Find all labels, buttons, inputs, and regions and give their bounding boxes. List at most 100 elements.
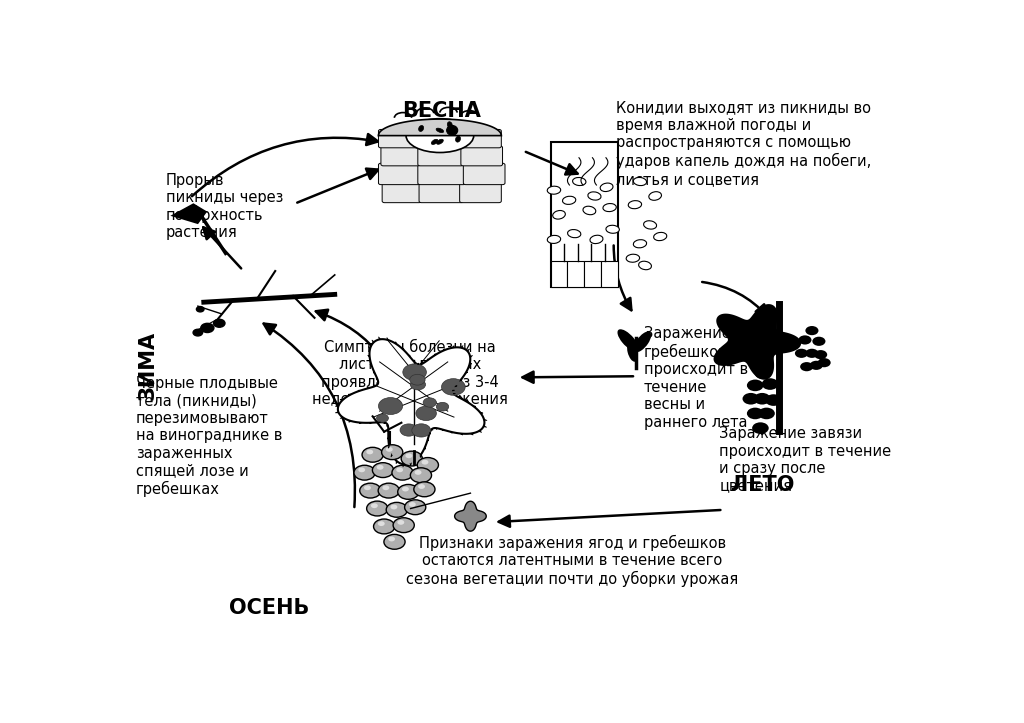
Circle shape xyxy=(382,445,402,460)
Text: Заражение завязи
происходит в течение
и сразу после
цветения: Заражение завязи происходит в течение и … xyxy=(719,427,891,494)
Circle shape xyxy=(378,483,399,498)
Circle shape xyxy=(367,450,373,454)
Polygon shape xyxy=(455,501,486,531)
Circle shape xyxy=(397,484,419,500)
Circle shape xyxy=(752,422,769,434)
Circle shape xyxy=(371,503,378,508)
Circle shape xyxy=(364,485,371,490)
Ellipse shape xyxy=(456,136,461,142)
FancyBboxPatch shape xyxy=(461,129,502,147)
Circle shape xyxy=(810,361,823,370)
Circle shape xyxy=(422,460,428,465)
Circle shape xyxy=(377,465,384,470)
Ellipse shape xyxy=(600,183,613,192)
Text: Черные плодывые
тела (пикниды)
перезимовывают
на винограднике в
зараженных
спяще: Черные плодывые тела (пикниды) перезимов… xyxy=(136,376,283,497)
Circle shape xyxy=(754,393,770,405)
Ellipse shape xyxy=(649,192,662,200)
Circle shape xyxy=(396,468,403,472)
Text: Симптомы болезни на
листьях и побегах
проявляются через 3-4
недели после заражен: Симптомы болезни на листьях и побегах пр… xyxy=(311,340,508,407)
Circle shape xyxy=(393,518,415,533)
Circle shape xyxy=(800,362,813,372)
Ellipse shape xyxy=(447,121,453,128)
FancyBboxPatch shape xyxy=(461,146,503,166)
Ellipse shape xyxy=(603,204,616,212)
Circle shape xyxy=(358,468,366,472)
Ellipse shape xyxy=(583,206,596,215)
Text: Конидии выходят из пикниды во
время влажной погоды и
распространяются с помощью
: Конидии выходят из пикниды во время влаж… xyxy=(616,100,871,187)
Polygon shape xyxy=(170,203,207,224)
Circle shape xyxy=(799,335,811,345)
FancyBboxPatch shape xyxy=(551,142,618,287)
Circle shape xyxy=(384,534,406,549)
Ellipse shape xyxy=(627,342,638,362)
Circle shape xyxy=(373,463,393,477)
Circle shape xyxy=(418,484,425,489)
Ellipse shape xyxy=(407,119,474,153)
Circle shape xyxy=(765,394,781,406)
Circle shape xyxy=(402,364,426,380)
Text: ЗИМА: ЗИМА xyxy=(138,330,158,400)
Ellipse shape xyxy=(590,235,603,244)
Ellipse shape xyxy=(644,221,656,229)
FancyBboxPatch shape xyxy=(585,261,601,287)
Ellipse shape xyxy=(436,140,443,145)
Ellipse shape xyxy=(588,192,601,200)
Ellipse shape xyxy=(547,187,561,194)
Ellipse shape xyxy=(446,126,458,135)
Circle shape xyxy=(423,398,436,407)
Circle shape xyxy=(367,501,388,516)
Circle shape xyxy=(214,320,225,328)
Circle shape xyxy=(378,521,385,526)
Text: ЛЕТО: ЛЕТО xyxy=(731,475,795,495)
Circle shape xyxy=(410,375,425,385)
FancyBboxPatch shape xyxy=(379,128,502,203)
FancyBboxPatch shape xyxy=(419,129,463,147)
FancyBboxPatch shape xyxy=(418,146,463,166)
Circle shape xyxy=(397,520,404,525)
Ellipse shape xyxy=(633,177,646,186)
Circle shape xyxy=(374,519,394,534)
Circle shape xyxy=(379,398,402,414)
Circle shape xyxy=(412,424,431,437)
Ellipse shape xyxy=(567,229,581,238)
Circle shape xyxy=(354,465,375,480)
Polygon shape xyxy=(714,304,801,380)
Circle shape xyxy=(201,323,214,333)
FancyBboxPatch shape xyxy=(382,183,421,202)
Ellipse shape xyxy=(633,240,646,248)
Polygon shape xyxy=(379,119,502,136)
Circle shape xyxy=(414,482,435,497)
Circle shape xyxy=(806,326,818,335)
Circle shape xyxy=(409,502,416,507)
Circle shape xyxy=(404,500,426,515)
FancyBboxPatch shape xyxy=(601,261,618,287)
Circle shape xyxy=(814,350,827,359)
Circle shape xyxy=(377,414,388,422)
Circle shape xyxy=(812,337,825,346)
Circle shape xyxy=(755,367,771,379)
Text: Заражение
гребешков
происходит в
течение
весны и
раннего лета: Заражение гребешков происходит в течение… xyxy=(644,326,748,429)
Ellipse shape xyxy=(653,232,667,241)
Ellipse shape xyxy=(617,329,639,351)
Circle shape xyxy=(382,485,389,490)
Circle shape xyxy=(417,458,438,472)
Circle shape xyxy=(390,505,397,510)
Ellipse shape xyxy=(626,254,640,262)
Circle shape xyxy=(441,379,465,395)
Ellipse shape xyxy=(553,210,565,219)
FancyBboxPatch shape xyxy=(460,183,502,202)
Circle shape xyxy=(817,358,830,367)
Ellipse shape xyxy=(562,196,575,205)
Text: Прорыв
пикниды через
поверхность
растения: Прорыв пикниды через поверхность растени… xyxy=(166,173,284,240)
Circle shape xyxy=(411,468,431,483)
Circle shape xyxy=(400,424,418,436)
Ellipse shape xyxy=(629,201,642,209)
Circle shape xyxy=(392,465,413,480)
Circle shape xyxy=(416,406,436,421)
Ellipse shape xyxy=(639,261,651,270)
FancyBboxPatch shape xyxy=(418,163,466,184)
FancyBboxPatch shape xyxy=(419,183,463,202)
Circle shape xyxy=(386,399,401,409)
Circle shape xyxy=(402,487,409,492)
FancyBboxPatch shape xyxy=(463,163,505,184)
